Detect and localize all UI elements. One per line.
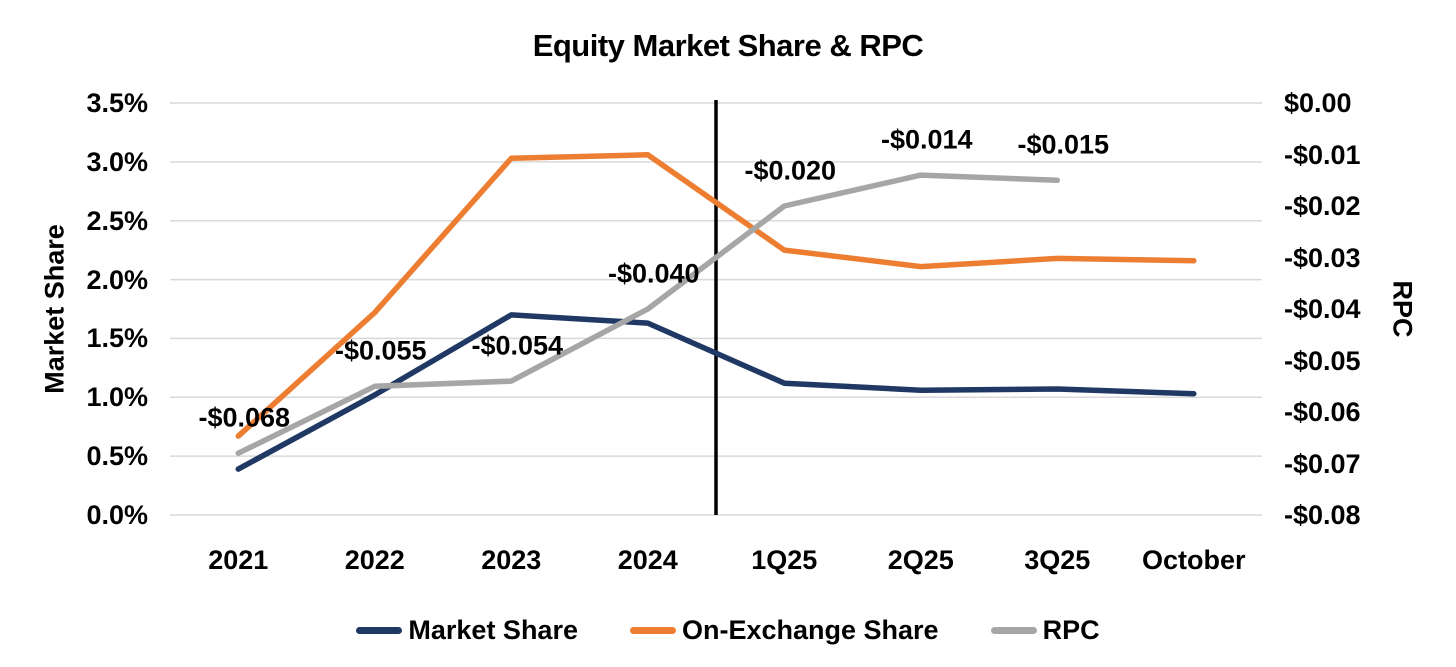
x-axis-tick: 2023 <box>481 545 542 575</box>
x-axis-tick: 2Q25 <box>887 545 954 575</box>
left-axis-tick: 0.5% <box>86 441 148 472</box>
right-axis-tick: -$0.03 <box>1284 242 1361 273</box>
point-label-rpc: -$0.055 <box>334 335 427 366</box>
right-axis-tick: -$0.01 <box>1284 139 1361 170</box>
point-label-rpc: -$0.020 <box>744 155 837 186</box>
legend-item-on-exchange-share: On-Exchange Share <box>629 614 939 646</box>
right-axis-tick: -$0.08 <box>1284 500 1361 530</box>
left-axis-tick: 2.5% <box>86 205 148 236</box>
legend-dash-icon <box>356 626 403 634</box>
legend-label: On-Exchange Share <box>681 614 939 645</box>
left-axis-tick: 1.5% <box>86 323 148 354</box>
point-label-rpc: -$0.014 <box>880 124 973 155</box>
right-axis-tick: -$0.05 <box>1284 345 1361 376</box>
series-line-market-share <box>235 312 1197 472</box>
right-axis-tick: -$0.07 <box>1284 448 1361 479</box>
x-axis-tick: October <box>1141 545 1246 575</box>
left-axis-tick: 0.0% <box>86 500 148 530</box>
x-axis-tick: 2021 <box>208 545 269 575</box>
legend: Market Share On-Exchange Share RPC <box>0 612 1456 648</box>
legend-label: RPC <box>1042 614 1100 645</box>
right-axis-tick: -$0.06 <box>1284 397 1361 427</box>
legend-item-rpc: RPC <box>990 614 1100 646</box>
x-axis-tick: 2022 <box>344 545 405 575</box>
legend-label: Market Share <box>408 614 578 645</box>
series-line-rpc <box>235 172 1061 456</box>
left-axis-tick: 3.5% <box>86 88 148 118</box>
right-axis-tick: -$0.02 <box>1284 191 1361 221</box>
point-label-rpc: -$0.015 <box>1017 129 1110 160</box>
left-axis-tick: 3.0% <box>86 146 148 177</box>
left-axis-tick: 1.0% <box>86 382 148 413</box>
right-axis-tick: -$0.04 <box>1284 294 1361 324</box>
left-axis-tick: 2.0% <box>86 264 148 295</box>
legend-dash-icon <box>990 626 1037 634</box>
x-axis-tick: 3Q25 <box>1024 545 1091 575</box>
right-axis-tick: $0.00 <box>1284 88 1352 118</box>
point-label-rpc: -$0.054 <box>471 330 564 361</box>
x-axis-tick: 1Q25 <box>751 545 818 575</box>
legend-dash-icon <box>629 626 676 634</box>
point-label-rpc: -$0.040 <box>607 258 700 289</box>
series-line-on-exchange-share <box>235 152 1197 439</box>
x-axis-tick: 2024 <box>617 545 678 575</box>
legend-item-market-share: Market Share <box>356 615 578 646</box>
point-label-rpc: -$0.068 <box>198 402 291 433</box>
chart-title: Equity Market Share & RPC <box>532 28 924 63</box>
